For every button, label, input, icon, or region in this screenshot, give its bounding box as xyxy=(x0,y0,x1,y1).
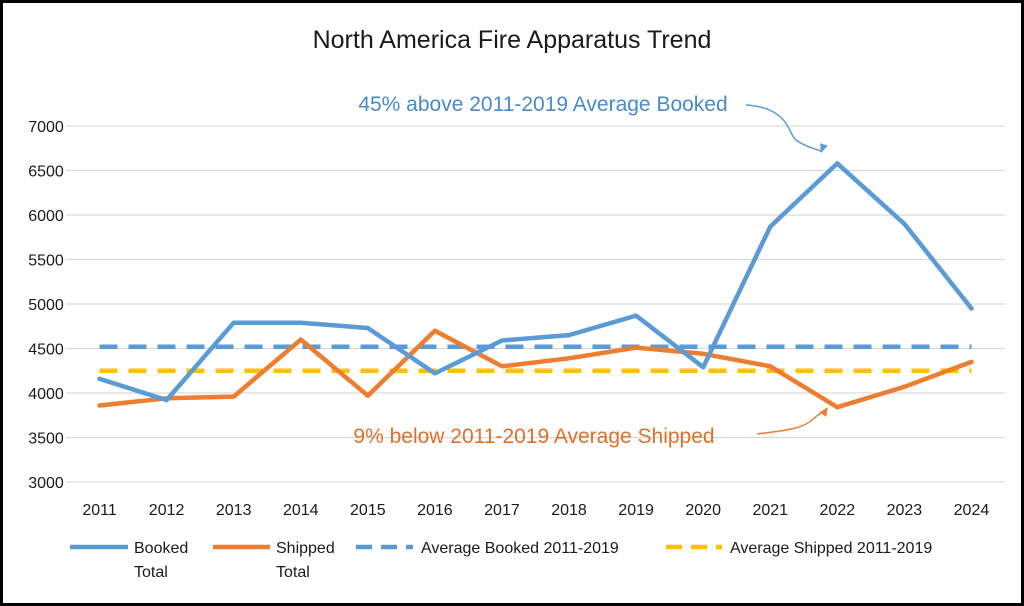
y-tick-label: 7000 xyxy=(28,119,64,136)
x-tick-label: 2012 xyxy=(149,502,185,519)
legend-label: Booked Total xyxy=(134,540,188,581)
series-lines xyxy=(97,161,974,410)
x-tick-label: 2015 xyxy=(350,502,386,519)
legend-label: Average Booked 2011-2019 xyxy=(421,540,619,557)
annotation-shipped: 9% below 2011-2019 Average Shipped xyxy=(353,425,714,448)
legend-label-line: Total xyxy=(134,564,168,581)
legend-label: Average Shipped 2011-2019 xyxy=(730,540,932,557)
y-tick-label: 5500 xyxy=(28,253,64,270)
y-tick-label: 5000 xyxy=(28,297,64,314)
x-tick-label: 2020 xyxy=(685,502,721,519)
legend-label-line: Shipped xyxy=(276,540,335,557)
x-tick-label: 2022 xyxy=(820,502,856,519)
annotation-shipped-arrow xyxy=(756,407,828,435)
x-tick-label: 2021 xyxy=(752,502,788,519)
y-tick-label: 4500 xyxy=(28,342,64,359)
x-tick-label: 2018 xyxy=(551,502,587,519)
chart-title: North America Fire Apparatus Trend xyxy=(313,26,712,54)
y-tick-label: 4000 xyxy=(28,386,64,403)
legend-label: Shipped Total xyxy=(276,540,335,581)
y-tick-label: 3500 xyxy=(28,431,64,448)
annotation-booked: 45% above 2011-2019 Average Booked xyxy=(358,93,727,116)
series-line-booked-total xyxy=(97,161,974,403)
x-tick-label: 2014 xyxy=(283,502,319,519)
x-tick-label: 2017 xyxy=(484,502,520,519)
x-tick-label: 2023 xyxy=(887,502,923,519)
legend-label-line: Average Shipped 2011-2019 xyxy=(730,540,932,557)
y-tick-label: 6000 xyxy=(28,208,64,225)
x-tick-label: 2013 xyxy=(216,502,252,519)
annotation-booked-arrow xyxy=(745,104,828,153)
y-tick-label: 3000 xyxy=(28,475,64,492)
y-tick-label: 6500 xyxy=(28,164,64,181)
legend-label-line: Booked xyxy=(134,540,188,557)
x-axis-tick-labels: 2011 2012 2013 2014 2015 2016 2017 2018 2019 2020… xyxy=(82,502,989,519)
x-tick-label: 2019 xyxy=(618,502,654,519)
gridlines xyxy=(66,125,1005,483)
series-line-shipped-total xyxy=(97,328,974,410)
x-tick-label: 2011 xyxy=(82,502,117,519)
legend: Booked Total Shipped Total Average Booked 20… xyxy=(70,540,932,581)
x-tick-label: 2016 xyxy=(417,502,453,519)
legend-label-line: Total xyxy=(276,564,310,581)
x-tick-label: 2024 xyxy=(954,502,990,519)
legend-label-line: Average Booked 2011-2019 xyxy=(421,540,619,557)
y-axis-tick-labels: 3000 3500 4000 4500 5000 5500 6000 6500 7000 xyxy=(28,119,64,492)
